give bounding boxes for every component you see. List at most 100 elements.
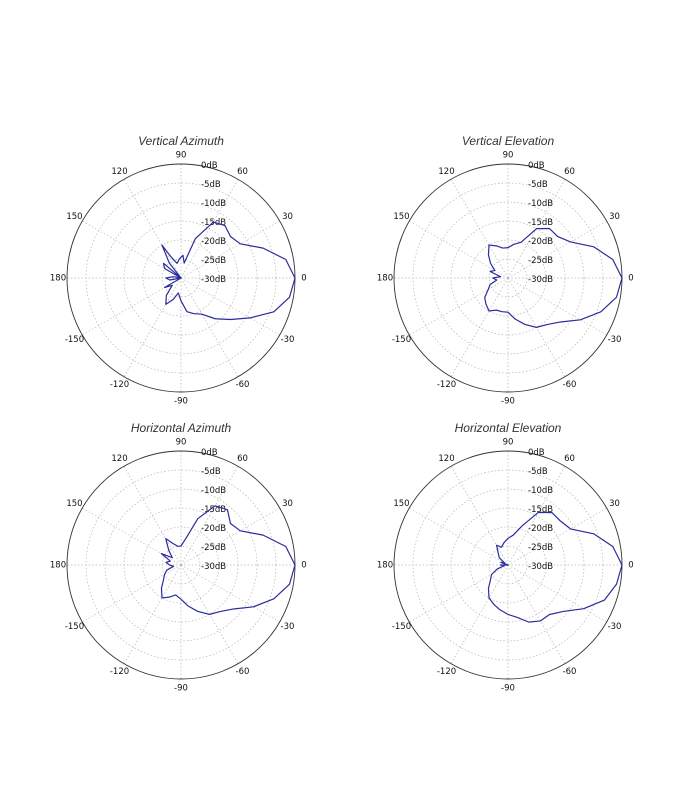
angle-tick-label: 150 <box>66 212 82 222</box>
angle-tick-label: 90 <box>503 151 514 161</box>
polar-grid <box>394 451 622 679</box>
grid-spoke <box>180 277 239 377</box>
polar-grid <box>67 451 295 679</box>
radial-tick-label: -30dB <box>528 562 553 572</box>
grid-spoke <box>409 507 509 566</box>
grid-spoke <box>450 179 509 279</box>
angle-tick-labels: 0 30 60 90 120 150 180 -150 -120 -90 -60 -30 <box>377 151 634 407</box>
grid-spoke <box>507 564 566 664</box>
radial-tick-label: -25dB <box>201 543 226 553</box>
grid-spoke <box>82 564 182 623</box>
radial-tick-label: -5dB <box>201 180 221 190</box>
radial-tick-label: -10dB <box>201 199 226 209</box>
series-line-1 <box>484 227 623 328</box>
angle-tick-label: -60 <box>563 667 577 677</box>
angle-tick-label: 180 <box>377 561 393 571</box>
angle-tick-label: 0 <box>628 561 633 571</box>
grid-circle <box>469 239 547 317</box>
radial-tick-label: -15dB <box>528 505 553 515</box>
grid-spoke <box>123 179 182 279</box>
angle-tick-label: 90 <box>503 438 514 448</box>
radial-tick-label: 0dB <box>528 161 545 171</box>
polar-chart-2: Vertical Elevation 0 30 60 90 120 150 180 -150 -1… <box>377 134 634 407</box>
angle-tick-label: 90 <box>176 438 187 448</box>
grid-spoke <box>180 277 280 336</box>
angle-tick-label: -60 <box>236 380 250 390</box>
grid-spoke <box>450 564 509 664</box>
angle-tick-labels: 0 30 60 90 120 150 180 -150 -120 -90 -60 -30 <box>50 151 307 407</box>
radial-tick-label: -30dB <box>201 562 226 572</box>
radial-tick-label: -10dB <box>201 486 226 496</box>
radial-tick-label: -30dB <box>201 275 226 285</box>
series-line-1 <box>161 221 296 321</box>
grid-spoke <box>180 179 239 279</box>
polar-grid <box>394 164 622 392</box>
angle-tick-labels: 0 30 60 90 120 150 180 -150 -120 -90 -60 -30 <box>377 438 634 694</box>
angle-tick-label: -60 <box>563 380 577 390</box>
angle-tick-label: -150 <box>65 622 84 632</box>
series-line-1 <box>160 505 296 615</box>
angle-tick-label: -90 <box>174 684 188 694</box>
grid-spoke <box>180 564 280 623</box>
radial-tick-labels: 0dB -5dB -10dB -15dB -20dB -25dB -30dB <box>201 161 226 285</box>
grid-spoke <box>123 277 182 377</box>
angle-tick-label: -30 <box>281 622 295 632</box>
angle-tick-label: 30 <box>609 212 620 222</box>
radial-tick-label: 0dB <box>201 448 218 458</box>
angle-tick-label: 120 <box>111 167 127 177</box>
grid-spoke <box>450 277 509 377</box>
angle-tick-label: -120 <box>110 667 129 677</box>
grid-spoke <box>507 220 607 279</box>
radial-tick-label: -25dB <box>528 256 553 266</box>
angle-tick-label: 120 <box>438 167 454 177</box>
grid-spoke <box>82 277 182 336</box>
polar-grid <box>67 164 295 392</box>
grid-spoke <box>180 466 239 566</box>
radial-tick-label: -5dB <box>528 180 548 190</box>
angle-tick-labels: 0 30 60 90 120 150 180 -150 -120 -90 -60 -30 <box>50 438 307 694</box>
angle-tick-label: 180 <box>50 274 66 284</box>
radial-tick-label: -15dB <box>201 218 226 228</box>
angle-tick-label: 30 <box>282 499 293 509</box>
grid-spoke <box>180 220 280 279</box>
radial-tick-label: -20dB <box>528 237 553 247</box>
grid-circle <box>431 201 585 355</box>
angle-tick-label: 0 <box>301 561 306 571</box>
radial-tick-label: -25dB <box>528 543 553 553</box>
angle-tick-label: -60 <box>236 667 250 677</box>
radial-tick-label: -25dB <box>201 256 226 266</box>
angle-tick-label: 30 <box>609 499 620 509</box>
angle-tick-label: 180 <box>377 274 393 284</box>
radial-tick-label: -10dB <box>528 486 553 496</box>
grid-spoke <box>82 507 182 566</box>
angle-tick-label: -30 <box>281 335 295 345</box>
grid-spoke <box>507 466 566 566</box>
grid-circle <box>142 239 220 317</box>
radial-tick-label: -5dB <box>201 467 221 477</box>
grid-spoke <box>123 564 182 664</box>
angle-tick-label: 150 <box>66 499 82 509</box>
polar-chart-1: Vertical Azimuth 0 30 60 90 120 150 180 -150 -120… <box>50 134 307 407</box>
radial-tick-label: -20dB <box>201 237 226 247</box>
polar-chart-3: Horizontal Azimuth 0 30 60 90 120 150 180 -150 -1… <box>50 421 307 694</box>
angle-tick-label: -90 <box>174 397 188 407</box>
radial-tick-label: -20dB <box>528 524 553 534</box>
radial-tick-label: 0dB <box>528 448 545 458</box>
grid-spoke <box>409 277 509 336</box>
angle-tick-label: -120 <box>437 380 456 390</box>
polar-chart-4: Horizontal Elevation 0 30 60 90 120 150 180 -150… <box>377 421 634 694</box>
angle-tick-label: 0 <box>628 274 633 284</box>
radial-tick-labels: 0dB -5dB -10dB -15dB -20dB -25dB -30dB <box>528 161 553 285</box>
angle-tick-label: -30 <box>608 622 622 632</box>
grid-spoke <box>82 220 182 279</box>
radial-tick-label: -5dB <box>528 467 548 477</box>
chart-title: Horizontal Azimuth <box>131 421 232 435</box>
radial-tick-label: -15dB <box>201 505 226 515</box>
angle-tick-label: 120 <box>438 454 454 464</box>
angle-tick-label: 90 <box>176 151 187 161</box>
radial-tick-label: -10dB <box>528 199 553 209</box>
angle-tick-label: 30 <box>282 212 293 222</box>
radial-tick-labels: 0dB -5dB -10dB -15dB -20dB -25dB -30dB <box>201 448 226 572</box>
grid-spoke <box>409 564 509 623</box>
